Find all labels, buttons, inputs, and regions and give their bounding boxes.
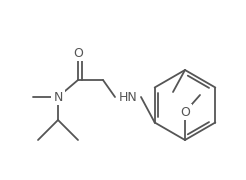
Text: O: O	[180, 105, 190, 118]
Text: N: N	[53, 91, 63, 104]
Text: HN: HN	[119, 91, 137, 104]
Text: O: O	[73, 46, 83, 60]
